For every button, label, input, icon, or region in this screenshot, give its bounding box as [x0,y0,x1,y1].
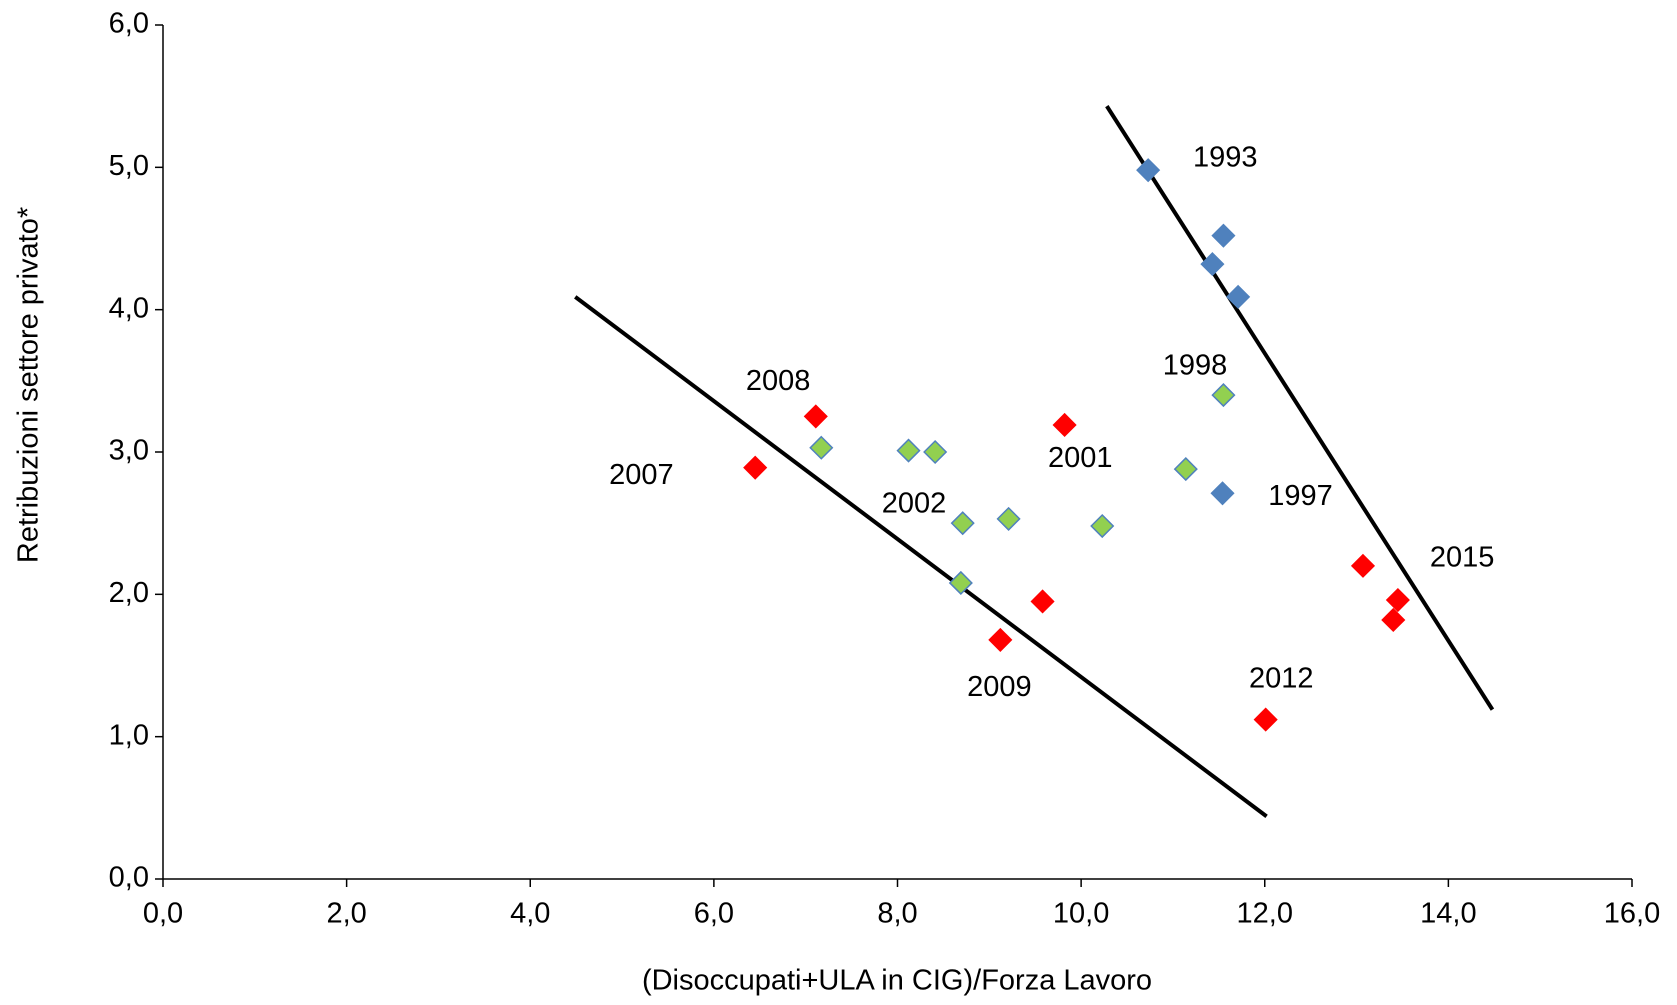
year-label: 1997 [1268,480,1333,512]
y-tick-label: 4,0 [109,292,149,324]
data-point [1173,457,1198,482]
data-point [809,435,834,460]
year-label: 2002 [882,487,947,519]
x-tick-label: 10,0 [1053,898,1109,930]
data-point [950,511,975,536]
data-point [1381,607,1406,633]
data-point [1136,158,1161,183]
year-label: 1998 [1163,349,1228,381]
year-label: 2001 [1048,442,1113,474]
y-tick-label: 3,0 [109,435,149,467]
trend-line [574,295,1268,818]
y-axis-title: Retribuzioni settore privato* [13,207,45,563]
data-point [743,455,768,480]
data-point [896,438,921,463]
y-tick-label: 1,0 [109,719,149,751]
data-point [1030,589,1055,614]
data-point [803,404,828,429]
data-point [948,570,973,596]
data-point [1350,553,1376,578]
x-axis-title: (Disoccupati+ULA in CIG)/Forza Lavoro [642,965,1152,997]
x-tick-label: 16,0 [1604,898,1660,930]
x-tick-label: 12,0 [1237,898,1293,930]
y-tick-label: 6,0 [109,8,149,40]
x-tick-label: 6,0 [694,898,734,930]
y-tick-label: 0,0 [109,862,149,894]
year-label: 1993 [1193,141,1258,173]
x-tick-label: 14,0 [1420,898,1476,930]
trend-line [1105,105,1495,711]
data-point [1211,223,1236,248]
year-label: 2008 [746,365,811,397]
year-label: 2015 [1430,541,1495,573]
data-point [1200,252,1225,277]
x-tick-label: 0,0 [143,898,183,930]
data-point [923,439,948,465]
data-point [1253,707,1278,732]
year-label: 2007 [609,459,674,491]
data-point [996,506,1021,531]
y-tick-label: 2,0 [109,577,149,609]
data-point [1211,383,1236,408]
data-point [988,627,1013,652]
y-tick-label: 5,0 [109,150,149,182]
x-tick-label: 4,0 [510,898,550,930]
data-point [1210,481,1235,506]
data-point [1090,513,1115,539]
x-tick-label: 2,0 [326,898,366,930]
year-label: 2012 [1249,662,1314,694]
data-point [1226,284,1251,309]
year-label: 2009 [967,671,1032,703]
data-point [1052,412,1077,438]
x-tick-label: 8,0 [877,898,917,930]
data-point [1385,587,1410,613]
